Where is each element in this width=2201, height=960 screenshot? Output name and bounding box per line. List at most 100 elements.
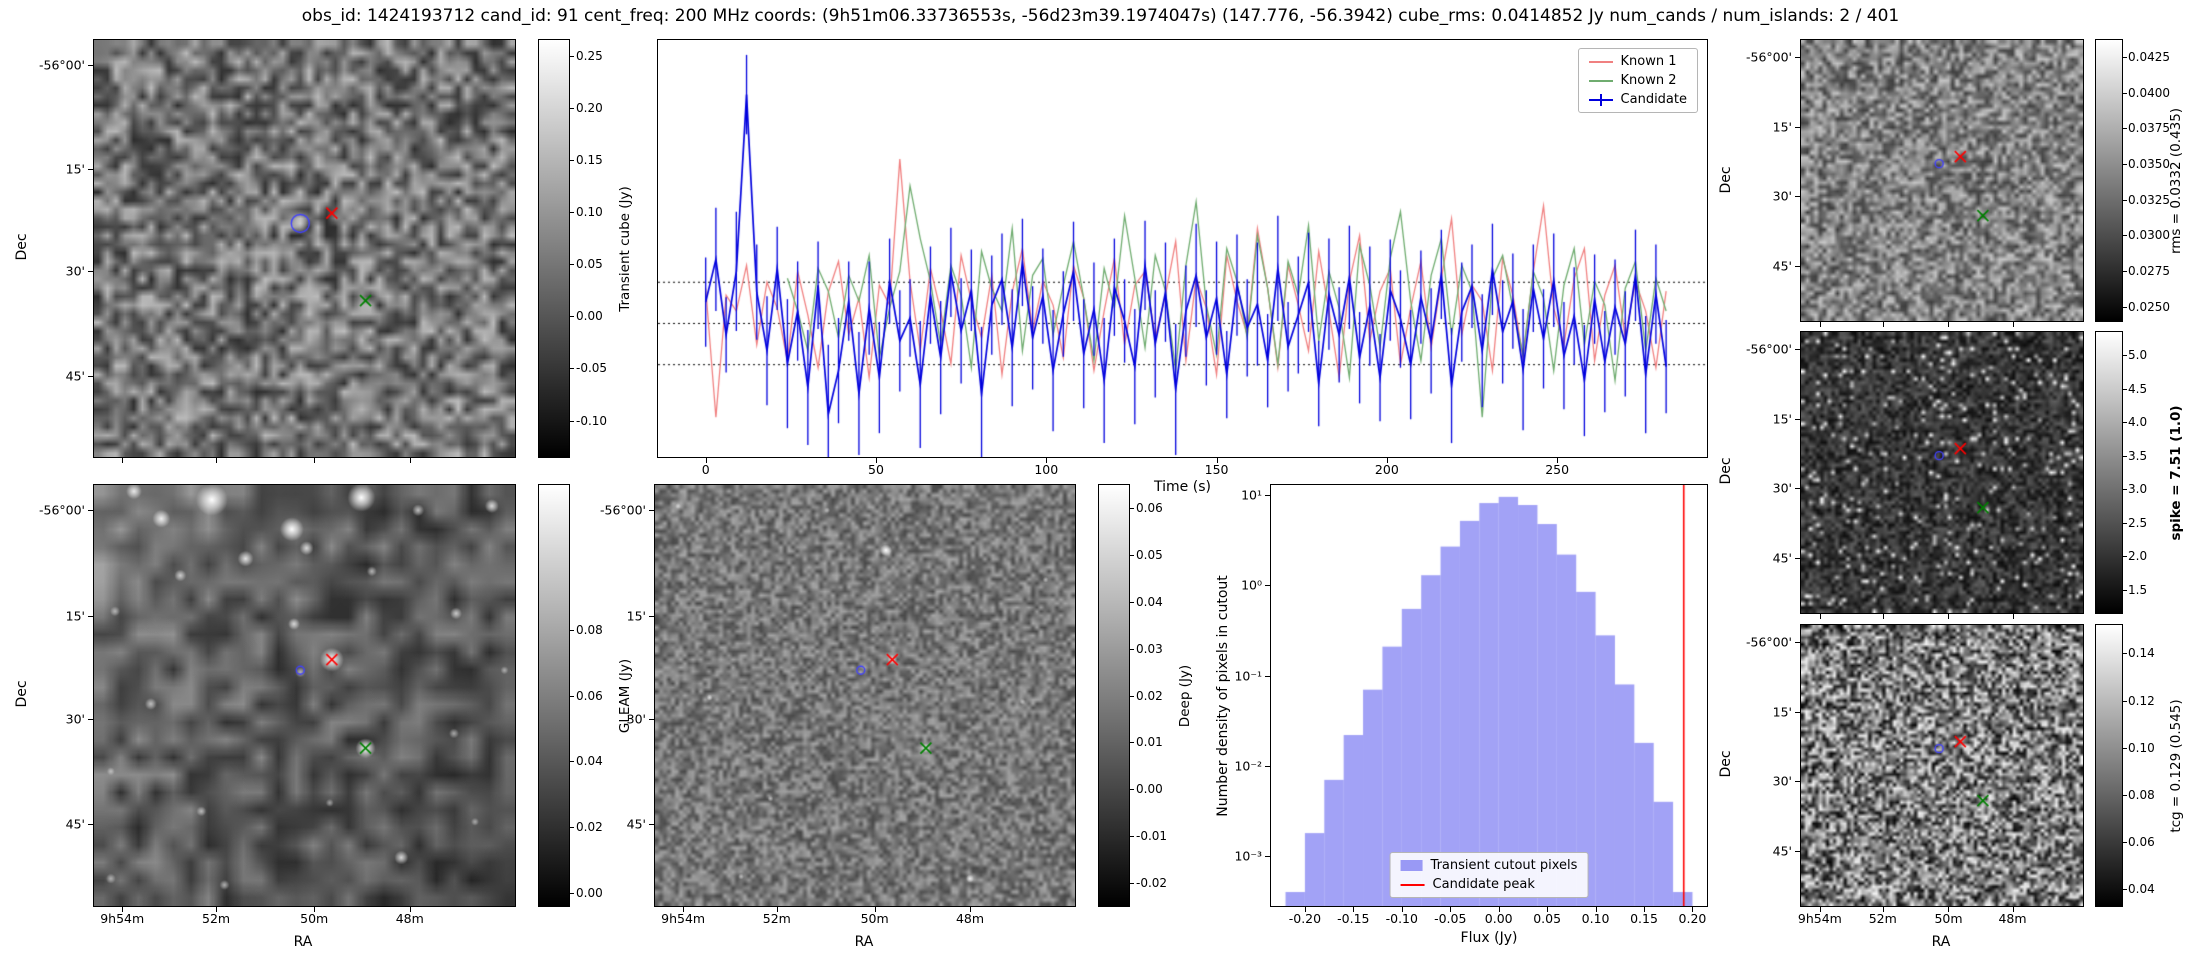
ra-tick-mark	[874, 906, 876, 912]
dec-tick-mark	[1795, 127, 1801, 129]
dec-tick-mark	[88, 271, 94, 273]
ra-tick-mark	[122, 457, 124, 463]
dec-tick-label: 45'	[65, 816, 85, 832]
x-tick-mark	[705, 457, 707, 463]
dec-tick-label: 15'	[65, 161, 85, 177]
dec-tick-mark	[1795, 641, 1801, 643]
colorbar-tick-mark	[2122, 889, 2127, 891]
x-tick-mark	[1595, 906, 1597, 912]
transient-colorbar: Transient cube (Jy) 0.25 0.20 0.15 0.10 0.05…	[538, 39, 633, 458]
ra-tick-mark	[970, 906, 971, 912]
legend-line-sample	[1588, 75, 1613, 87]
colorbar-tick-label: 0.0375	[2128, 121, 2170, 136]
gleam-colorbar: GLEAM (Jy) 0.08 0.06 0.04 0.02 0.00	[538, 484, 633, 907]
y-tick-mark	[1265, 856, 1271, 858]
ra-tick-label: 50m	[300, 911, 329, 926]
light-curve-legend: Known 1 Known 2 Candidate	[1577, 48, 1698, 113]
dec-axis-label: Dec	[14, 233, 30, 261]
colorbar-tick-mark	[569, 159, 574, 161]
legend-label: Candidate peak	[1432, 877, 1535, 892]
colorbar-tick-mark	[1129, 789, 1134, 791]
dec-tick-label: -56°00'	[38, 502, 85, 518]
dec-tick-mark	[88, 510, 94, 512]
dec-tick-mark	[1795, 558, 1801, 560]
dec-tick-mark	[88, 718, 94, 720]
colorbar-tick-mark	[2122, 556, 2127, 558]
colorbar-tick-mark	[569, 420, 574, 422]
x-tick-label: 0.15	[1630, 911, 1658, 926]
legend-errorbar	[1599, 93, 1602, 106]
x-tick-mark	[1692, 906, 1694, 912]
y-tick-mark	[1265, 675, 1271, 677]
light-curve-plot: Known 1 Known 2 Candidate Time (s) 0 50 100 1…	[657, 39, 1708, 495]
colorbar-tick-mark	[569, 761, 574, 763]
x-tick-label: 200	[1374, 462, 1399, 477]
x-tick-label: -0.10	[1385, 911, 1418, 926]
colorbar-tick-label: 0.06	[1136, 501, 1163, 516]
colorbar-tick-label: 0.02	[1136, 688, 1163, 703]
colorbar-tick-mark	[569, 55, 574, 57]
dec-tick-label: 45'	[1772, 258, 1792, 274]
x-tick-label: 0.10	[1581, 911, 1610, 926]
colorbar-tick-label: 3.5	[2128, 448, 2148, 463]
ra-tick-label: 52m	[762, 911, 791, 926]
colorbar-tick-mark	[2122, 522, 2127, 524]
colorbar-tick-mark	[569, 212, 574, 213]
colorbar-tick-mark	[1129, 695, 1134, 697]
ra-tick-label: 48m	[1998, 911, 2027, 926]
colorbar-tick-label: 3.0	[2128, 482, 2148, 497]
legend-line-sample	[1400, 879, 1425, 891]
ra-tick-label: 52m	[202, 911, 231, 926]
dec-tick-label: 45'	[626, 816, 646, 832]
colorbar-tick-label: 4.5	[2128, 381, 2148, 396]
spike-colorbar: spike = 7.51 (1.0) 5.0 4.5 4.0 3.5 3.0 2.5 2.0…	[2095, 331, 2184, 614]
colorbar-tick-mark	[1129, 648, 1134, 650]
colorbar-tick-label: 0.08	[576, 622, 603, 637]
gleam-cutout-canvas	[94, 485, 515, 906]
legend-entry: Known 1	[1588, 54, 1687, 69]
legend-entry: Candidate	[1588, 92, 1687, 107]
colorbar-tick-mark	[2122, 795, 2127, 797]
colorbar-tick-label: 0.0350	[2128, 157, 2170, 172]
colorbar-tick-label: 0.04	[2128, 882, 2155, 897]
spike-cutout-panel: -56°00' 15' 30' 45'	[1746, 331, 2084, 619]
colorbar-tick-mark	[569, 695, 574, 697]
colorbar-tick-mark	[569, 264, 574, 266]
dec-tick-label: 15'	[1772, 119, 1792, 135]
gleam-colorbar-label: GLEAM (Jy)	[617, 658, 633, 733]
dec-tick-mark	[649, 615, 655, 617]
flux-histogram-legend: Transient cutout pixels Candidate peak	[1389, 852, 1589, 898]
x-tick-label: -0.05	[1434, 911, 1467, 926]
x-tick-label: 0.05	[1533, 911, 1562, 926]
colorbar-tick-label: 0.04	[1136, 594, 1163, 609]
colorbar-tick-label: 0.0250	[2128, 299, 2170, 314]
ra-tick-mark	[1819, 613, 1821, 619]
dec-tick-mark	[1795, 712, 1801, 714]
transient-cutout-canvas	[94, 40, 515, 457]
colorbar-tick-mark	[2122, 589, 2127, 591]
legend-entry: Known 2	[1588, 73, 1687, 88]
dec-tick-label: 30'	[65, 711, 85, 727]
y-tick-mark	[1265, 585, 1271, 587]
colorbar-tick-label: 0.0400	[2128, 85, 2170, 100]
x-tick-mark	[1386, 457, 1388, 463]
ra-tick-mark	[2012, 321, 2014, 327]
colorbar-tick-mark	[2122, 489, 2127, 491]
tcg-cutout-canvas	[1801, 625, 2083, 906]
x-tick-mark	[1547, 906, 1549, 912]
dec-tick-mark	[1795, 487, 1801, 489]
dec-tick-label: 30'	[65, 263, 85, 279]
colorbar-tick-label: 0.12	[2128, 693, 2155, 708]
colorbar-tick-label: 0.00	[576, 309, 603, 324]
colorbar-tick-mark	[2122, 747, 2127, 749]
colorbar-tick-mark	[2122, 92, 2127, 94]
colorbar-tick-label: 2.0	[2128, 549, 2148, 564]
colorbar-tick-mark	[2122, 455, 2127, 457]
tcg-cutout-panel: -56°00' 15' 30' 45' 9h54m 52m 50m 48m	[1746, 624, 2084, 926]
deep-colorbar-label: Deep (Jy)	[1177, 664, 1193, 727]
ra-tick-label: 48m	[955, 911, 985, 926]
colorbar-tick-mark	[2122, 164, 2127, 166]
colorbar-tick-label: 0.01	[1136, 735, 1163, 750]
y-tick-label: 10⁻¹	[1234, 668, 1262, 684]
